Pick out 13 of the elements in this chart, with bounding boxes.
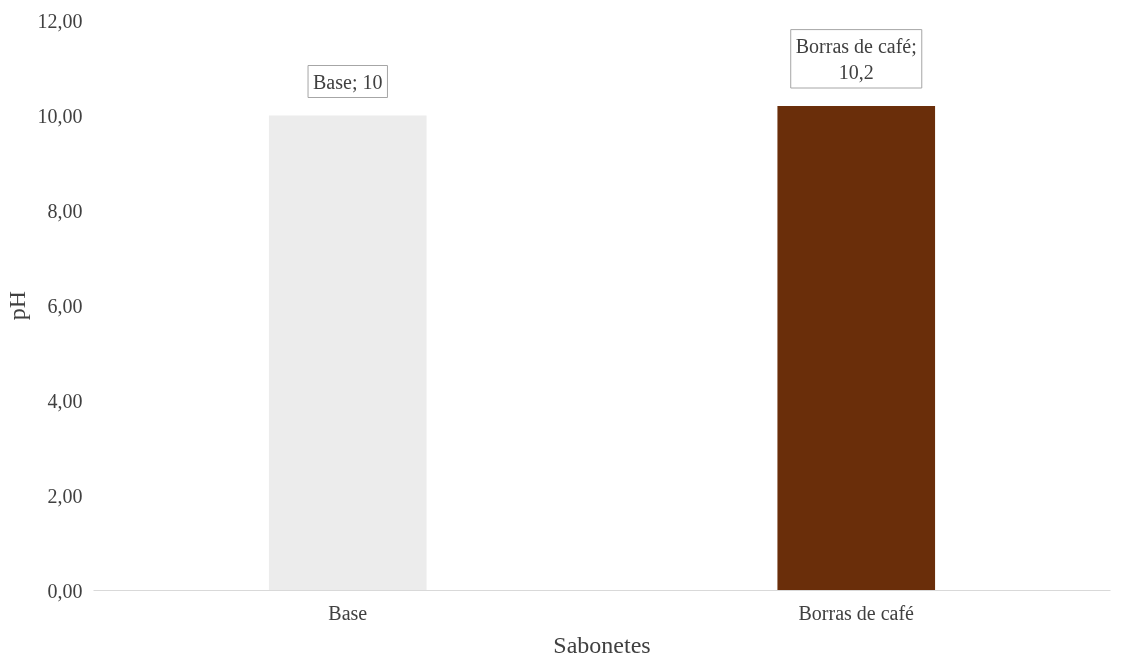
y-tick-label: 12,00 [37, 9, 83, 32]
x-tick-label: Borras de café [798, 601, 915, 624]
y-tick-label: 10,00 [37, 104, 83, 127]
y-tick-label: 2,00 [47, 484, 83, 507]
data-label: Base; 10 [313, 70, 383, 93]
y-tick-label: 4,00 [47, 389, 83, 412]
x-axis-title: Sabonetes [553, 631, 651, 658]
y-axis-title: pH [3, 290, 30, 321]
data-label: Borras de café; 10,2 [795, 34, 917, 83]
y-tick-label: 8,00 [47, 199, 83, 222]
x-tick-label: Base [328, 601, 368, 624]
y-tick-label: 0,00 [47, 579, 83, 602]
y-tick-label: 6,00 [47, 294, 83, 317]
